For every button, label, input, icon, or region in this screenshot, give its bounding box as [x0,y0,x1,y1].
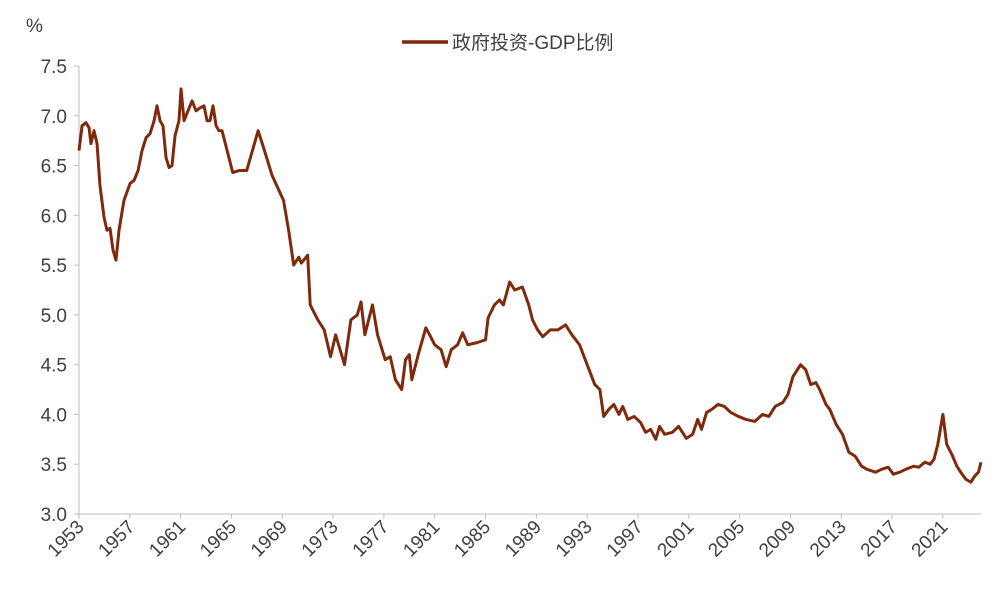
x-tick-label: 1997 [603,517,648,562]
x-tick-label: 1969 [247,517,292,562]
x-tick-label: 1993 [552,517,597,562]
y-tick-label: 6.5 [41,157,67,178]
x-tick-label: 2001 [654,517,699,562]
x-tick-label: 2013 [806,517,851,562]
data-line [77,87,983,484]
y-tick-label: 5.5 [41,256,67,277]
y-tick-label: 3.0 [41,505,67,526]
y-tick-label: 7.0 [41,107,67,128]
y-tick-label: 6.0 [41,206,67,227]
x-tick-label: 1961 [145,517,190,562]
y-axis-label: % [26,16,43,37]
x-tick-label: 2009 [755,517,800,562]
legend-label: 政府投资-GDP比例 [452,32,614,54]
y-tick-label: 7.5 [41,57,67,78]
y-tick-label: 5.0 [41,306,67,327]
x-tick-label: 1977 [349,517,394,562]
x-tick-label: 2017 [857,517,902,562]
x-tick-label: 1965 [196,517,241,562]
y-tick-label: 3.5 [41,455,67,476]
x-tick-label: 1957 [95,517,140,562]
x-tick-label: 2021 [908,517,953,562]
y-tick-label: 4.0 [41,405,67,426]
x-tick-label: 1989 [501,517,546,562]
x-tick-label: 2005 [704,517,749,562]
x-tick-label: 1985 [450,517,495,562]
y-tick-label: 4.5 [41,356,67,377]
x-tick-label: 1973 [298,517,343,562]
x-tick-label: 1981 [400,517,445,562]
